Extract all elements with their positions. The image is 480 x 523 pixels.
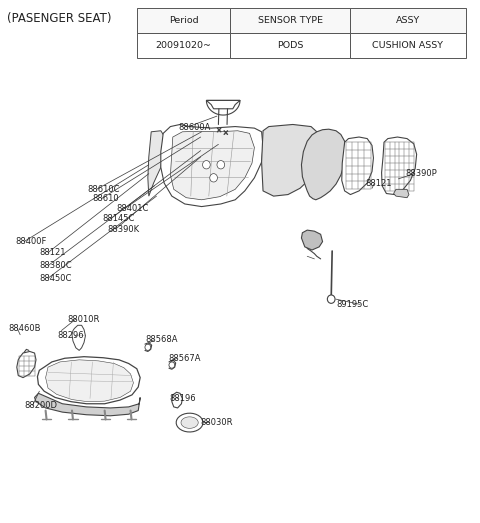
Text: 88145C: 88145C: [102, 214, 134, 223]
Text: ASSY: ASSY: [396, 16, 420, 25]
Polygon shape: [176, 413, 203, 432]
Text: 88610C: 88610C: [88, 185, 120, 194]
Polygon shape: [170, 131, 254, 200]
Circle shape: [327, 295, 335, 303]
Text: 88010R: 88010R: [67, 314, 99, 324]
Text: 88030R: 88030R: [201, 417, 233, 427]
Polygon shape: [382, 137, 417, 195]
Text: 89195C: 89195C: [336, 300, 369, 309]
Polygon shape: [17, 351, 36, 378]
Text: 88600A: 88600A: [179, 122, 211, 132]
Text: 20091020~: 20091020~: [156, 41, 212, 50]
Circle shape: [145, 344, 151, 350]
Polygon shape: [262, 124, 319, 196]
Text: 88450C: 88450C: [39, 274, 72, 283]
Polygon shape: [342, 137, 373, 195]
Polygon shape: [301, 230, 323, 250]
Polygon shape: [72, 325, 85, 350]
Text: 88568A: 88568A: [145, 335, 178, 345]
Text: 88200D: 88200D: [24, 401, 57, 410]
Text: 88390K: 88390K: [107, 224, 139, 234]
Text: PODS: PODS: [277, 41, 303, 50]
Polygon shape: [394, 189, 409, 198]
Text: 88567A: 88567A: [168, 354, 201, 363]
Polygon shape: [37, 357, 140, 404]
Text: 88296: 88296: [58, 331, 84, 340]
FancyBboxPatch shape: [230, 8, 350, 33]
FancyBboxPatch shape: [350, 33, 466, 58]
Polygon shape: [35, 393, 140, 416]
Circle shape: [169, 362, 175, 368]
Text: 88401C: 88401C: [117, 203, 149, 213]
Polygon shape: [181, 417, 198, 428]
FancyBboxPatch shape: [137, 8, 230, 33]
Polygon shape: [46, 360, 133, 402]
FancyBboxPatch shape: [230, 33, 350, 58]
Text: SENSOR TYPE: SENSOR TYPE: [258, 16, 323, 25]
Text: 88400F: 88400F: [15, 237, 47, 246]
Text: CUSHION ASSY: CUSHION ASSY: [372, 41, 444, 50]
Text: Period: Period: [169, 16, 198, 25]
Text: 88390P: 88390P: [406, 169, 437, 178]
Text: 88121: 88121: [39, 248, 66, 257]
Text: 88121: 88121: [366, 178, 392, 188]
FancyBboxPatch shape: [137, 33, 230, 58]
Text: 88196: 88196: [169, 394, 195, 403]
Text: 88380C: 88380C: [39, 261, 72, 270]
Circle shape: [210, 174, 217, 182]
Text: (PASENGER SEAT): (PASENGER SEAT): [7, 12, 112, 25]
Circle shape: [203, 161, 210, 169]
Polygon shape: [161, 124, 263, 207]
Polygon shape: [148, 131, 164, 196]
Polygon shape: [206, 100, 240, 115]
Polygon shape: [301, 129, 346, 200]
FancyBboxPatch shape: [350, 8, 466, 33]
Text: 88460B: 88460B: [9, 324, 41, 333]
Text: 88610: 88610: [93, 194, 119, 203]
Circle shape: [217, 161, 225, 169]
